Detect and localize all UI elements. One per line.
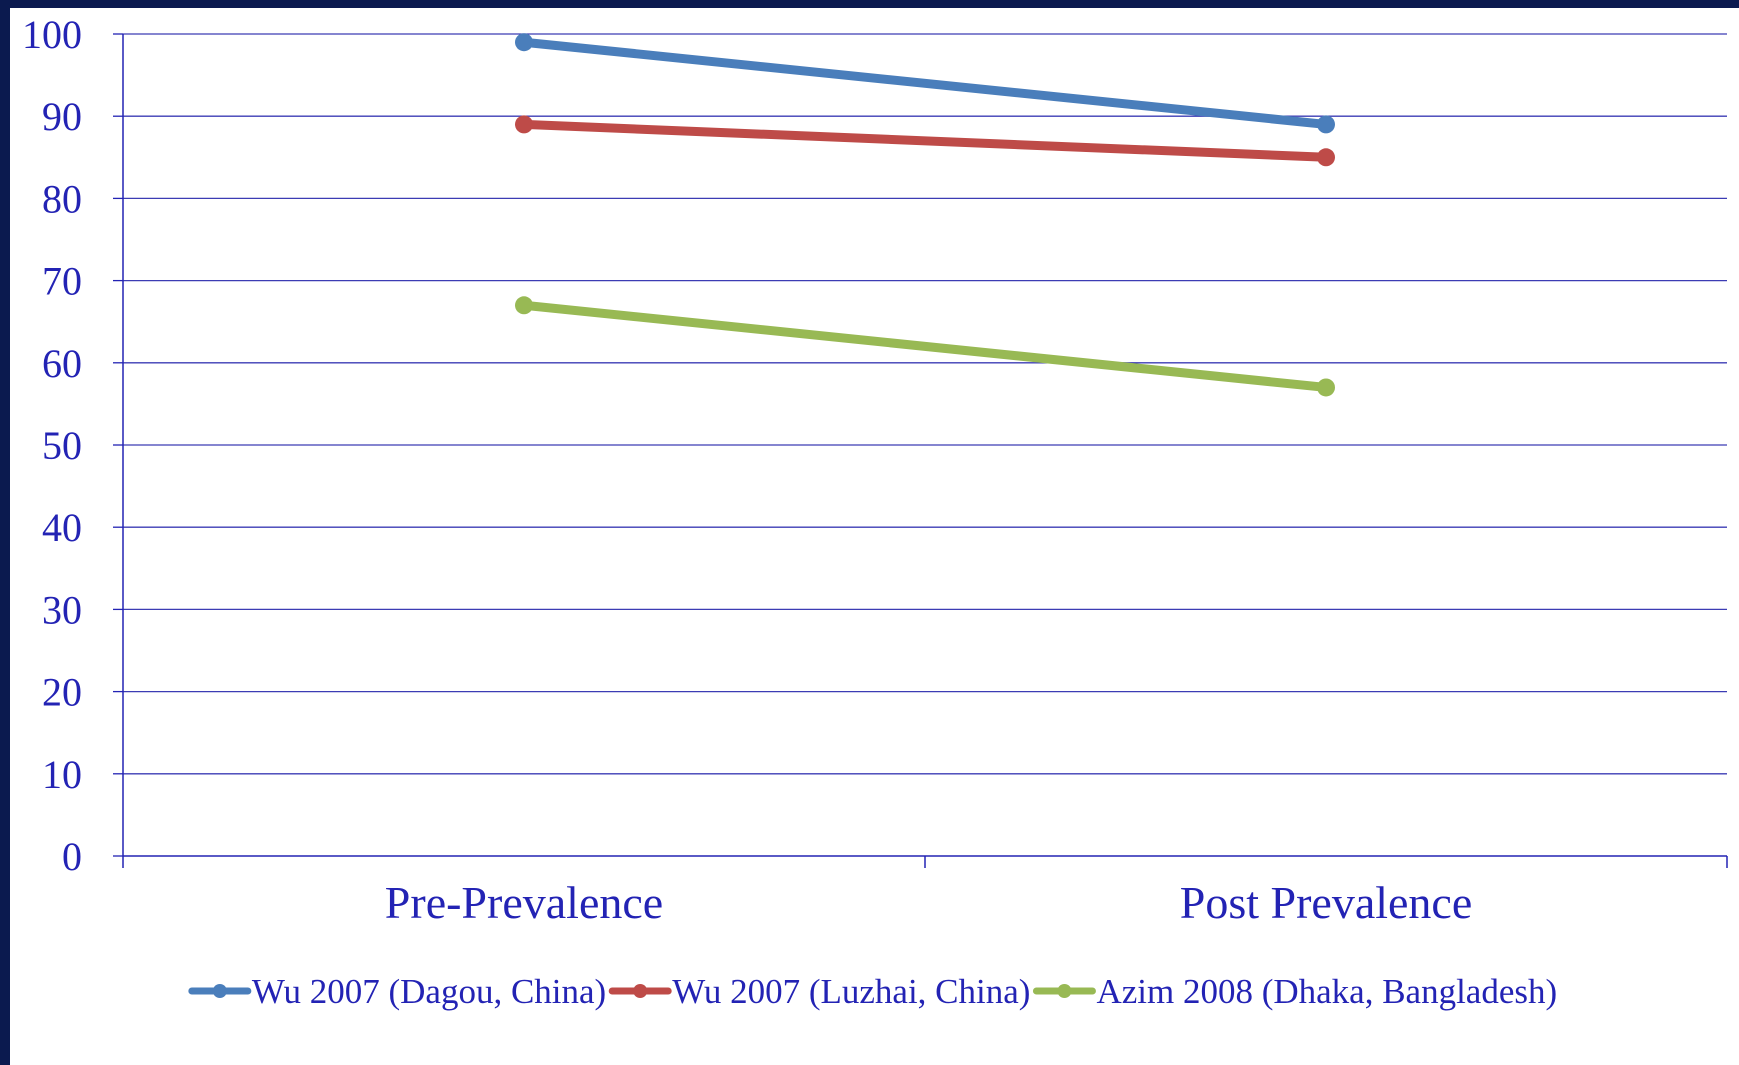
axes <box>113 33 1728 868</box>
series-line <box>519 37 1331 129</box>
legend-label: Wu 2007 (Dagou, China) <box>252 972 606 1011</box>
series-lines <box>515 33 1335 397</box>
data-point <box>1317 378 1335 397</box>
series-line <box>519 119 1331 162</box>
y-tick-label: 70 <box>42 259 82 304</box>
data-point <box>1317 115 1335 134</box>
legend-label: Wu 2007 (Luzhai, China) <box>672 972 1030 1011</box>
y-tick-label: 40 <box>42 505 82 550</box>
chart-frame: 0 10 20 30 40 50 60 70 80 90 100 Pre-Prevalence Pos… <box>10 8 1739 1065</box>
data-point <box>515 33 533 52</box>
legend-marker <box>212 984 227 998</box>
y-tick-labels: 0 10 20 30 40 50 60 70 80 90 100 <box>22 12 82 879</box>
data-point <box>515 296 533 315</box>
legend-item: Azim 2008 (Dhaka, Bangladesh) <box>1032 972 1557 1011</box>
gridlines <box>123 33 1727 775</box>
legend-marker <box>1057 984 1072 998</box>
y-tick-label: 90 <box>42 94 82 139</box>
legend-item: Wu 2007 (Luzhai, China) <box>608 972 1030 1011</box>
x-category-labels: Pre-Prevalence Post Prevalence <box>385 877 1472 928</box>
legend-items: Wu 2007 (Dagou, China) Wu 2007 (Luzhai, C… <box>188 972 1557 1011</box>
y-tick-label: 80 <box>42 176 82 221</box>
line-chart: 0 10 20 30 40 50 60 70 80 90 100 Pre-Prevalence Pos… <box>22 12 1728 1011</box>
data-point <box>1317 148 1335 167</box>
y-tick-label: 50 <box>42 423 82 468</box>
series-line <box>519 300 1331 392</box>
y-tick-label: 30 <box>42 587 82 632</box>
legend-label: Azim 2008 (Dhaka, Bangladesh) <box>1096 972 1557 1011</box>
y-tick-label: 10 <box>42 752 82 797</box>
y-tick-label: 60 <box>42 341 82 386</box>
x-category-label: Pre-Prevalence <box>385 877 663 928</box>
y-tick-label: 20 <box>42 670 82 715</box>
legend-marker <box>633 984 648 998</box>
y-tick-label: 0 <box>62 834 82 879</box>
y-tick-label: 100 <box>22 12 82 57</box>
legend-item: Wu 2007 (Dagou, China) <box>188 972 606 1011</box>
data-point <box>515 115 533 134</box>
legend: Wu 2007 (Dagou, China) Wu 2007 (Luzhai, C… <box>188 972 1557 1011</box>
x-category-label: Post Prevalence <box>1180 877 1473 928</box>
